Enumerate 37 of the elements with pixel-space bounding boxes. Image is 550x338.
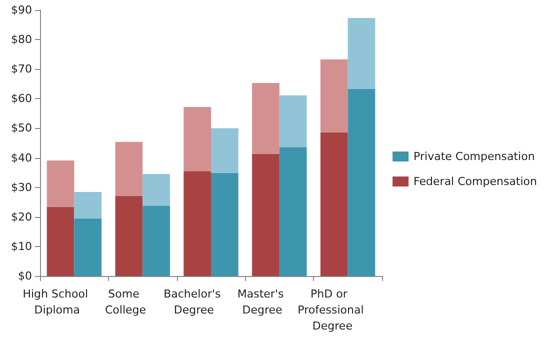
bar xyxy=(142,174,170,206)
bar xyxy=(184,106,211,172)
bar xyxy=(74,192,102,218)
bar xyxy=(74,218,102,276)
x-tick-label: Master's Degree xyxy=(237,288,288,316)
y-tick-label: $50 xyxy=(11,122,32,135)
y-tick-label: $60 xyxy=(11,92,32,106)
x-tick-label: Bachelor's Degree xyxy=(164,288,224,316)
y-tick-label: $80 xyxy=(11,33,32,46)
y-tick-label: $0 xyxy=(18,270,32,282)
bar xyxy=(211,128,238,173)
bar xyxy=(46,160,74,207)
y-tick-label: $90 xyxy=(11,4,32,16)
y-tick-label: $40 xyxy=(11,151,32,164)
x-tick-label: High School Diploma xyxy=(22,288,92,316)
y-tick-label: $70 xyxy=(11,62,32,76)
bar xyxy=(348,88,376,276)
y-tick-label: $30 xyxy=(11,180,32,194)
x-tick-label: Some College xyxy=(104,288,146,316)
legend-label: Private Compensation xyxy=(414,150,535,163)
bar xyxy=(320,59,348,132)
y-tick-label: $20 xyxy=(11,210,32,224)
x-tick-label: PhD or Professional Degree xyxy=(298,288,364,332)
bar xyxy=(211,172,238,276)
bar xyxy=(115,196,143,276)
bar xyxy=(320,132,348,276)
bar xyxy=(184,171,211,276)
bar xyxy=(46,206,74,276)
legend-label: Federal Compensation xyxy=(414,175,538,188)
bar xyxy=(348,18,376,89)
bar xyxy=(252,154,280,276)
y-tick-label: $10 xyxy=(11,240,32,253)
bar xyxy=(279,147,307,276)
bar xyxy=(142,206,170,276)
bar xyxy=(279,95,307,148)
bar xyxy=(115,142,143,196)
bar xyxy=(252,83,280,154)
